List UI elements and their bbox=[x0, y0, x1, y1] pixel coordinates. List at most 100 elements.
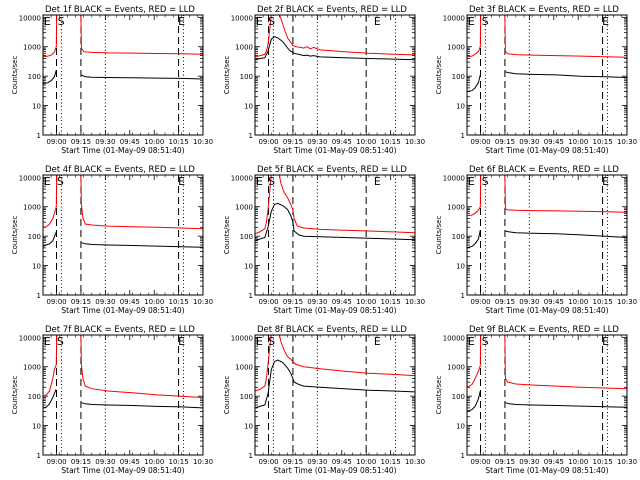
chart-panel-2: Det 2f BLACK = Events, RED = LLD 1 10 100 10… bbox=[223, 5, 425, 155]
marker-label: S bbox=[268, 15, 275, 28]
y-axis-label: Counts/sec bbox=[11, 376, 19, 415]
series-line-lld bbox=[467, 175, 627, 217]
x-tick-label: 09:45 bbox=[544, 138, 564, 146]
x-tick-label: 09:00 bbox=[258, 138, 278, 146]
series-line-events bbox=[81, 402, 203, 409]
x-axis-label: Start Time (01-May-09 08:51:40) bbox=[61, 466, 184, 475]
y-tick-label: 100 bbox=[452, 73, 465, 81]
marker-label: S bbox=[57, 175, 64, 188]
y-tick-label: 1 bbox=[461, 132, 465, 140]
y-tick-label: 10 bbox=[32, 423, 41, 431]
x-tick-label: 10:00 bbox=[568, 298, 588, 306]
plot-frame bbox=[254, 334, 416, 456]
y-tick-label: 100 bbox=[240, 233, 253, 241]
chart-title: Det 6f BLACK = Events, RED = LLD bbox=[469, 165, 619, 175]
x-tick-label: 09:30 bbox=[519, 298, 539, 306]
chart-panel-1: Det 1f BLACK = Events, RED = LLD 1 10 100 10… bbox=[11, 5, 213, 155]
x-tick-label: 09:30 bbox=[95, 298, 115, 306]
y-tick-label: 1000 bbox=[447, 204, 465, 212]
x-tick-label: 09:15 bbox=[71, 138, 91, 146]
series-line-lld bbox=[43, 335, 203, 398]
x-axis-label: Start Time (01-May-09 08:51:40) bbox=[485, 146, 608, 155]
x-axis-label: Start Time (01-May-09 08:51:40) bbox=[61, 306, 184, 315]
x-tick-label: 09:15 bbox=[71, 298, 91, 306]
y-tick-label: 100 bbox=[240, 73, 253, 81]
y-tick-label: 1 bbox=[249, 292, 253, 300]
marker-label: E bbox=[256, 335, 263, 348]
series-line-events bbox=[43, 389, 57, 409]
x-tick-label: 10:15 bbox=[593, 138, 613, 146]
series-line-events bbox=[255, 36, 415, 61]
series-line-events bbox=[467, 74, 481, 92]
marker-label: S bbox=[482, 15, 489, 28]
series-line-events bbox=[255, 359, 415, 409]
x-axis-label: Start Time (01-May-09 08:51:40) bbox=[273, 466, 396, 475]
y-tick-label: 10 bbox=[32, 263, 41, 271]
chart-panel-7: Det 7f BLACK = Events, RED = LLD 1 10 100 10… bbox=[11, 325, 213, 475]
y-tick-label: 1 bbox=[37, 292, 41, 300]
x-tick-label: 09:45 bbox=[332, 298, 352, 306]
x-tick-label: 09:15 bbox=[283, 458, 303, 466]
y-axis-label: Counts/sec bbox=[223, 56, 231, 95]
y-axis-label: Counts/sec bbox=[435, 56, 443, 95]
series-line-lld bbox=[467, 15, 627, 58]
marker-label: E bbox=[256, 15, 263, 28]
x-tick-label: 10:30 bbox=[405, 458, 425, 466]
plot-frame bbox=[466, 174, 628, 296]
x-tick-label: 10:00 bbox=[568, 458, 588, 466]
series-line-events bbox=[43, 70, 57, 85]
plot-frame bbox=[42, 334, 204, 456]
y-tick-label: 10000 bbox=[443, 174, 465, 182]
chart-title: Det 2f BLACK = Events, RED = LLD bbox=[257, 5, 407, 15]
series-line-events bbox=[467, 230, 481, 249]
series-line-lld bbox=[255, 15, 415, 58]
chart-panel-4: Det 4f BLACK = Events, RED = LLD 1 10 100 10… bbox=[11, 165, 213, 315]
marker-label: E bbox=[374, 335, 381, 348]
x-tick-label: 09:30 bbox=[519, 458, 539, 466]
x-tick-label: 09:15 bbox=[71, 458, 91, 466]
x-tick-label: 09:15 bbox=[495, 458, 515, 466]
x-tick-label: 09:45 bbox=[332, 138, 352, 146]
y-tick-label: 100 bbox=[240, 393, 253, 401]
x-tick-label: 10:15 bbox=[169, 458, 189, 466]
x-tick-label: 10:15 bbox=[381, 298, 401, 306]
marker-label: E bbox=[468, 335, 475, 348]
chart-panel-8: Det 8f BLACK = Events, RED = LLD 1 10 100 10… bbox=[223, 325, 425, 475]
y-tick-label: 100 bbox=[28, 393, 41, 401]
y-tick-label: 10000 bbox=[231, 14, 253, 22]
y-axis-label: Counts/sec bbox=[223, 216, 231, 255]
y-tick-label: 10 bbox=[244, 263, 253, 271]
y-tick-label: 1 bbox=[37, 452, 41, 460]
y-tick-label: 10 bbox=[456, 103, 465, 111]
series-line-lld bbox=[467, 335, 627, 390]
y-tick-label: 100 bbox=[28, 233, 41, 241]
y-tick-label: 1000 bbox=[235, 204, 253, 212]
y-tick-label: 1 bbox=[249, 132, 253, 140]
x-tick-label: 10:00 bbox=[356, 138, 376, 146]
y-tick-label: 1 bbox=[249, 452, 253, 460]
plot-frame bbox=[466, 334, 628, 456]
marker-label: S bbox=[482, 175, 489, 188]
y-axis-label: Counts/sec bbox=[11, 216, 19, 255]
series-line-lld bbox=[43, 175, 203, 230]
x-tick-label: 09:30 bbox=[519, 138, 539, 146]
marker-label: E bbox=[602, 335, 609, 348]
x-tick-label: 09:00 bbox=[46, 138, 66, 146]
x-tick-label: 10:30 bbox=[193, 298, 213, 306]
x-tick-label: 09:15 bbox=[283, 298, 303, 306]
y-tick-label: 10000 bbox=[231, 334, 253, 342]
x-tick-label: 09:00 bbox=[46, 458, 66, 466]
x-tick-label: 10:30 bbox=[617, 298, 637, 306]
marker-label: E bbox=[178, 335, 185, 348]
chart-title: Det 3f BLACK = Events, RED = LLD bbox=[469, 5, 619, 15]
y-axis-label: Counts/sec bbox=[435, 216, 443, 255]
x-tick-label: 09:00 bbox=[470, 298, 490, 306]
y-tick-label: 1000 bbox=[23, 44, 41, 52]
x-tick-label: 10:00 bbox=[356, 458, 376, 466]
x-tick-label: 09:00 bbox=[258, 458, 278, 466]
x-tick-label: 09:30 bbox=[307, 138, 327, 146]
x-tick-label: 09:45 bbox=[544, 298, 564, 306]
x-tick-label: 09:00 bbox=[470, 138, 490, 146]
x-tick-label: 09:30 bbox=[307, 298, 327, 306]
y-tick-label: 1000 bbox=[23, 364, 41, 372]
